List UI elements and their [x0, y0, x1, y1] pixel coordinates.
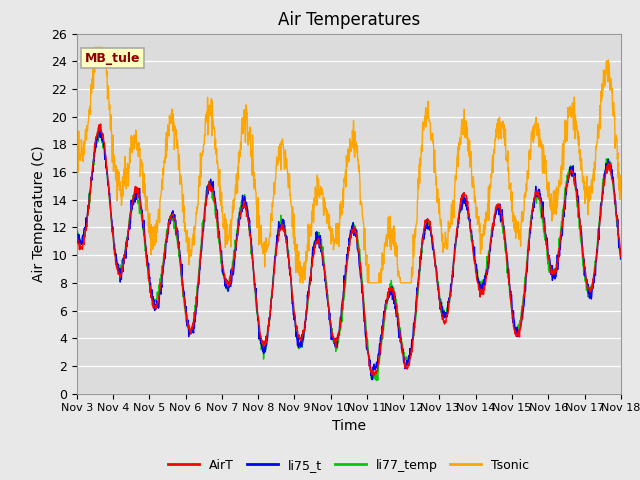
Text: MB_tule: MB_tule — [85, 51, 140, 65]
X-axis label: Time: Time — [332, 419, 366, 433]
Legend: AirT, li75_t, li77_temp, Tsonic: AirT, li75_t, li77_temp, Tsonic — [163, 454, 534, 477]
Title: Air Temperatures: Air Temperatures — [278, 11, 420, 29]
Y-axis label: Air Temperature (C): Air Temperature (C) — [31, 145, 45, 282]
